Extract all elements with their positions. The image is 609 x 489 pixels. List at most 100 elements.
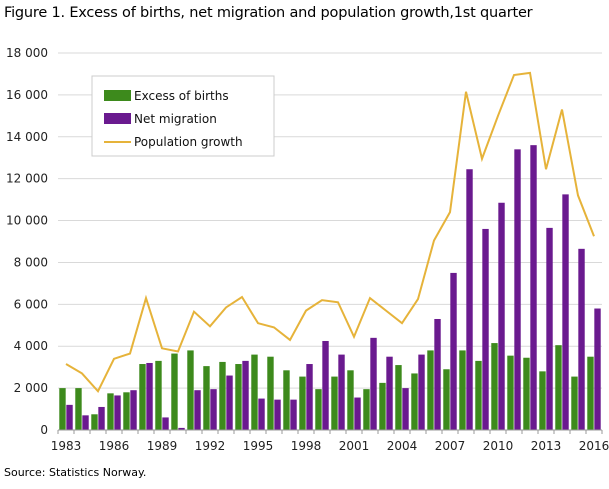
axes: [57, 429, 603, 434]
bar-excess-of-births: [427, 350, 434, 430]
y-tick-label: 14 000: [6, 130, 48, 144]
bar-excess-of-births: [379, 382, 386, 430]
bar-net-migration: [130, 390, 137, 430]
bar-net-migration: [498, 202, 505, 430]
bar-net-migration: [114, 395, 121, 430]
bar-net-migration: [418, 354, 425, 430]
bar-net-migration: [434, 318, 441, 430]
bar-net-migration: [370, 337, 377, 430]
bar-excess-of-births: [571, 376, 578, 430]
x-tick-label: 1995: [243, 439, 274, 453]
bar-net-migration: [338, 354, 345, 430]
x-tick-label: 1992: [195, 439, 226, 453]
bar-excess-of-births: [443, 369, 450, 430]
bar-excess-of-births: [203, 366, 210, 430]
population-growth-line-layer: [65, 71, 595, 394]
bar-excess-of-births: [155, 360, 162, 430]
bar-excess-of-births: [507, 355, 514, 430]
bar-net-migration: [82, 415, 89, 430]
bar-excess-of-births: [107, 393, 114, 430]
x-tick-label: 1986: [99, 439, 130, 453]
bar-net-migration: [530, 145, 537, 430]
bar-net-migration: [402, 388, 409, 430]
bar-net-migration: [322, 340, 329, 430]
x-tick-label: 1983: [51, 439, 82, 453]
bar-net-migration: [258, 398, 265, 430]
bar-excess-of-births: [251, 354, 258, 430]
bar-excess-of-births: [139, 364, 146, 430]
bar-excess-of-births: [411, 373, 418, 430]
bar-excess-of-births: [59, 388, 66, 430]
bar-net-migration: [306, 364, 313, 430]
bar-excess-of-births: [299, 376, 306, 430]
bar-net-migration: [194, 390, 201, 430]
bar-excess-of-births: [523, 357, 530, 430]
chart-title: Figure 1. Excess of births, net migratio…: [4, 5, 533, 21]
bar-excess-of-births: [475, 360, 482, 430]
bar-excess-of-births: [555, 345, 562, 430]
bar-net-migration: [466, 169, 473, 430]
bar-excess-of-births: [363, 389, 370, 430]
bar-net-migration: [274, 399, 281, 430]
bar-excess-of-births: [267, 356, 274, 430]
y-tick-label: 4 000: [14, 339, 48, 353]
bar-excess-of-births: [395, 365, 402, 430]
bar-net-migration: [66, 404, 73, 430]
bar-excess-of-births: [587, 356, 594, 430]
bar-excess-of-births: [539, 371, 546, 430]
y-tick-label: 8 000: [14, 255, 48, 269]
bar-net-migration: [290, 399, 297, 430]
population-growth-line: [65, 71, 595, 394]
bar-excess-of-births: [75, 388, 82, 430]
legend-label: Excess of births: [134, 89, 229, 103]
x-tick-label: 1998: [291, 439, 322, 453]
bar-net-migration: [514, 149, 521, 430]
bar-net-migration: [98, 406, 105, 430]
bar-net-migration: [450, 272, 457, 430]
source-note: Source: Statistics Norway.: [4, 466, 147, 479]
bars: [59, 145, 601, 430]
bar-net-migration: [210, 389, 217, 430]
bar-excess-of-births: [459, 350, 466, 430]
x-tick-label: 2007: [435, 439, 466, 453]
bar-excess-of-births: [315, 389, 322, 430]
bar-excess-of-births: [235, 364, 242, 430]
bar-net-migration: [594, 308, 601, 430]
legend-label: Population growth: [134, 135, 243, 149]
legend: Excess of births Net migration Population …: [91, 75, 275, 157]
bar-net-migration: [562, 194, 569, 430]
x-tick-label: 2004: [387, 439, 418, 453]
x-tick-label: 2013: [531, 439, 562, 453]
bar-excess-of-births: [491, 343, 498, 430]
legend-label: Net migration: [134, 112, 217, 126]
bar-net-migration: [162, 417, 169, 430]
bar-net-migration: [226, 375, 233, 430]
bar-excess-of-births: [171, 353, 178, 430]
bar-net-migration: [482, 228, 489, 430]
y-tick-label: 18 000: [6, 46, 48, 60]
bar-net-migration: [146, 362, 153, 430]
bar-excess-of-births: [219, 361, 226, 430]
y-tick-label: 16 000: [6, 88, 48, 102]
bar-net-migration: [354, 397, 361, 430]
bar-excess-of-births: [187, 350, 194, 430]
legend-swatch: [104, 90, 131, 101]
bar-excess-of-births: [331, 376, 338, 430]
grid-lines: [58, 52, 602, 389]
bar-net-migration: [178, 427, 185, 430]
x-axis-labels: 1983 1986 1989 1992 1995 1998 2001 2004 2007 2010…: [51, 439, 609, 453]
bar-excess-of-births: [347, 370, 354, 430]
y-tick-label: 0: [40, 423, 48, 437]
x-tick-label: 2010: [483, 439, 514, 453]
bar-excess-of-births: [91, 414, 98, 430]
y-axis-labels: 0 2 000 4 000 6 000 8 000 10 000 12 000 14 000 1…: [6, 46, 48, 437]
legend-swatch: [104, 113, 131, 124]
bar-net-migration: [386, 356, 393, 430]
bar-net-migration: [242, 360, 249, 430]
bar-net-migration: [546, 227, 553, 430]
x-tick-label: 1989: [147, 439, 178, 453]
y-tick-label: 6 000: [14, 297, 48, 311]
x-tick-label: 2001: [339, 439, 370, 453]
y-tick-label: 2 000: [14, 381, 48, 395]
